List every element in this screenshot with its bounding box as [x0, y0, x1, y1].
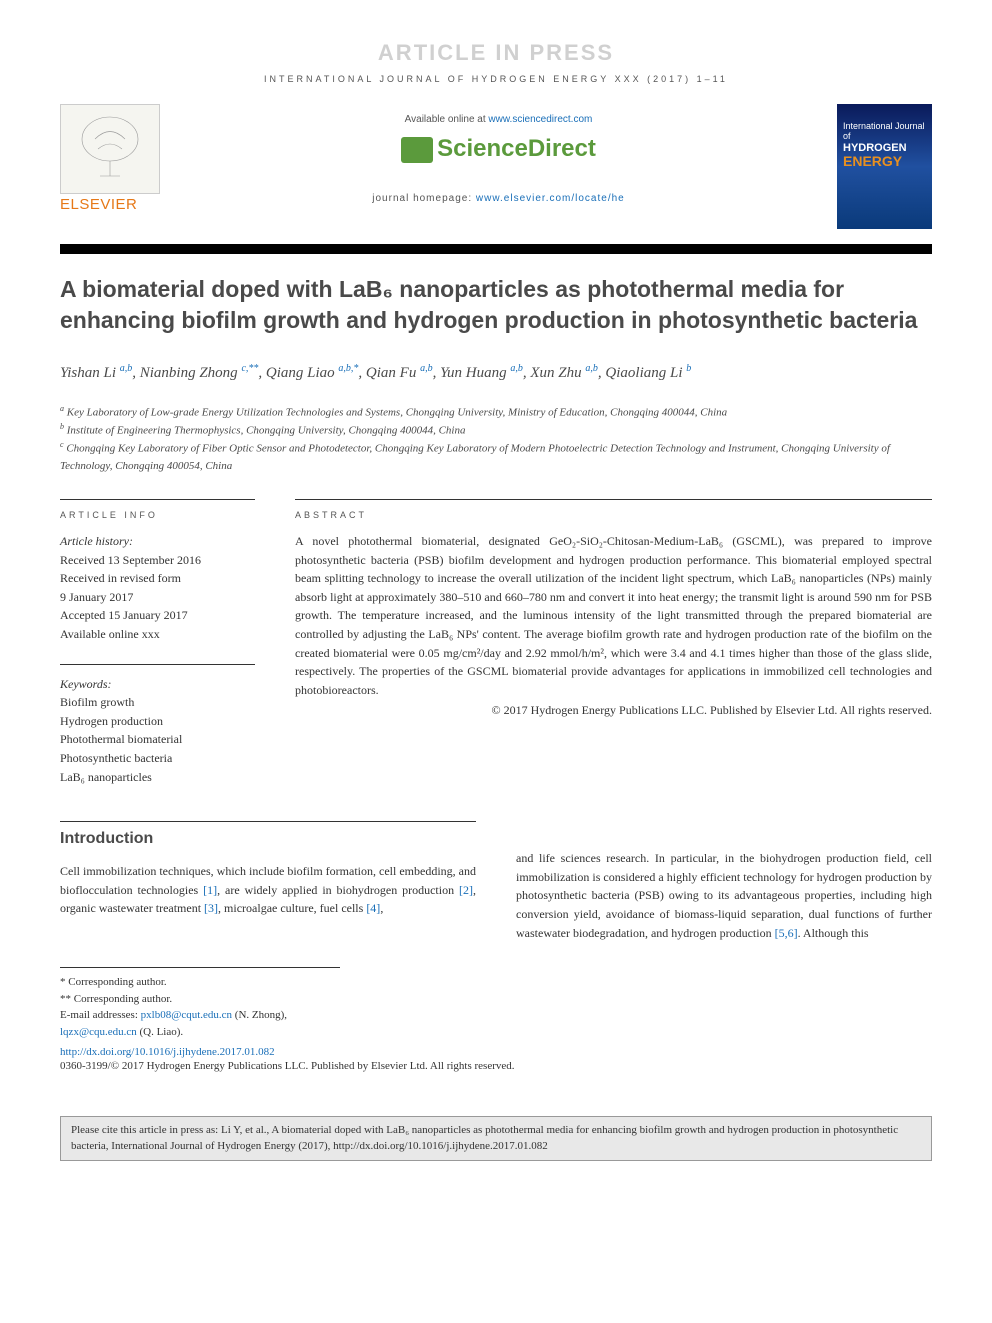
title-separator-bar — [60, 244, 932, 254]
abstract-text: A novel photothermal biomaterial, design… — [295, 532, 932, 699]
corresponding-author-2: ** Corresponding author. — [60, 991, 340, 1008]
affiliation-item: b Institute of Engineering Thermophysics… — [60, 421, 932, 439]
history-line: 9 January 2017 — [60, 588, 255, 607]
history-line: Received in revised form — [60, 569, 255, 588]
email-who-1: (N. Zhong), — [232, 1009, 287, 1021]
available-prefix: Available online at — [405, 114, 489, 125]
journal-citation-line: INTERNATIONAL JOURNAL OF HYDROGEN ENERGY… — [60, 74, 932, 84]
cover-supertitle: International Journal of — [843, 122, 926, 142]
email-addresses-line: E-mail addresses: pxlb08@cqut.edu.cn (N.… — [60, 1007, 340, 1040]
journal-cover-thumbnail: International Journal of HYDROGEN ENERGY — [837, 104, 932, 229]
keyword-item: Hydrogen production — [60, 712, 255, 731]
article-info-label: ARTICLE INFO — [60, 499, 255, 520]
header-center: Available online at www.sciencedirect.co… — [180, 104, 817, 204]
history-line: Received 13 September 2016 — [60, 551, 255, 570]
history-title: Article history: — [60, 532, 255, 551]
intro-paragraph-left: Cell immobilization techniques, which in… — [60, 862, 476, 918]
affiliations-list: a Key Laboratory of Low-grade Energy Uti… — [60, 403, 932, 474]
sciencedirect-logo: ScienceDirect — [180, 135, 817, 163]
doi-line: http://dx.doi.org/10.1016/j.ijhydene.201… — [60, 1046, 932, 1058]
email-who-2: (Q. Liao). — [137, 1026, 183, 1038]
homepage-prefix: journal homepage: — [372, 193, 476, 204]
sciencedirect-url-link[interactable]: www.sciencedirect.com — [488, 114, 592, 125]
intro-paragraph-right: and life sciences research. In particula… — [516, 849, 932, 942]
body-column-left: Introduction Cell immobilization techniq… — [60, 821, 476, 942]
available-online-line: Available online at www.sciencedirect.co… — [180, 114, 817, 125]
abstract-copyright: © 2017 Hydrogen Energy Publications LLC.… — [295, 703, 932, 718]
introduction-heading: Introduction — [60, 821, 476, 848]
affiliation-item: a Key Laboratory of Low-grade Energy Uti… — [60, 403, 932, 421]
keyword-item: Photosynthetic bacteria — [60, 749, 255, 768]
affiliation-item: c Chongqing Key Laboratory of Fiber Opti… — [60, 439, 932, 474]
history-line: Available online xxx — [60, 625, 255, 644]
article-history: Article history: Received 13 September 2… — [60, 532, 255, 644]
doi-link[interactable]: http://dx.doi.org/10.1016/j.ijhydene.201… — [60, 1046, 275, 1058]
email-link-2[interactable]: lqzx@cqu.edu.cn — [60, 1026, 137, 1038]
elsevier-tree-icon — [60, 104, 160, 194]
keyword-item: LaB₆ nanoparticles — [60, 768, 255, 787]
journal-homepage-link[interactable]: www.elsevier.com/locate/he — [476, 193, 625, 204]
history-line: Accepted 15 January 2017 — [60, 606, 255, 625]
abstract-label: ABSTRACT — [295, 499, 932, 520]
body-columns: Introduction Cell immobilization techniq… — [60, 821, 932, 942]
elsevier-logo: ELSEVIER — [60, 104, 160, 213]
article-in-press-banner: ARTICLE IN PRESS — [60, 40, 932, 66]
article-title: A biomaterial doped with LaB₆ nanopartic… — [60, 274, 932, 336]
citation-box: Please cite this article in press as: Li… — [60, 1116, 932, 1161]
corresponding-author-1: * Corresponding author. — [60, 974, 340, 991]
journal-homepage-line: journal homepage: www.elsevier.com/locat… — [180, 193, 817, 204]
issn-copyright-line: 0360-3199/© 2017 Hydrogen Energy Publica… — [60, 1060, 932, 1072]
sciencedirect-icon — [401, 137, 433, 163]
header-block: ELSEVIER Available online at www.science… — [60, 104, 932, 229]
cover-title-energy: ENERGY — [843, 154, 926, 169]
authors-list: Yishan Li a,b, Nianbing Zhong c,**, Qian… — [60, 361, 932, 385]
keywords-title: Keywords: — [60, 664, 255, 694]
keyword-item: Photothermal biomaterial — [60, 730, 255, 749]
email-link-1[interactable]: pxlb08@cqut.edu.cn — [141, 1009, 232, 1021]
keyword-item: Biofilm growth — [60, 693, 255, 712]
elsevier-text: ELSEVIER — [60, 196, 160, 213]
keywords-block: Keywords: Biofilm growthHydrogen product… — [60, 664, 255, 787]
article-info-column: ARTICLE INFO Article history: Received 1… — [60, 499, 255, 786]
abstract-column: ABSTRACT A novel photothermal biomateria… — [295, 499, 932, 786]
body-column-right: and life sciences research. In particula… — [516, 821, 932, 942]
footnotes: * Corresponding author. ** Corresponding… — [60, 967, 340, 1040]
sciencedirect-logo-text: ScienceDirect — [437, 135, 596, 162]
email-label: E-mail addresses: — [60, 1009, 141, 1021]
